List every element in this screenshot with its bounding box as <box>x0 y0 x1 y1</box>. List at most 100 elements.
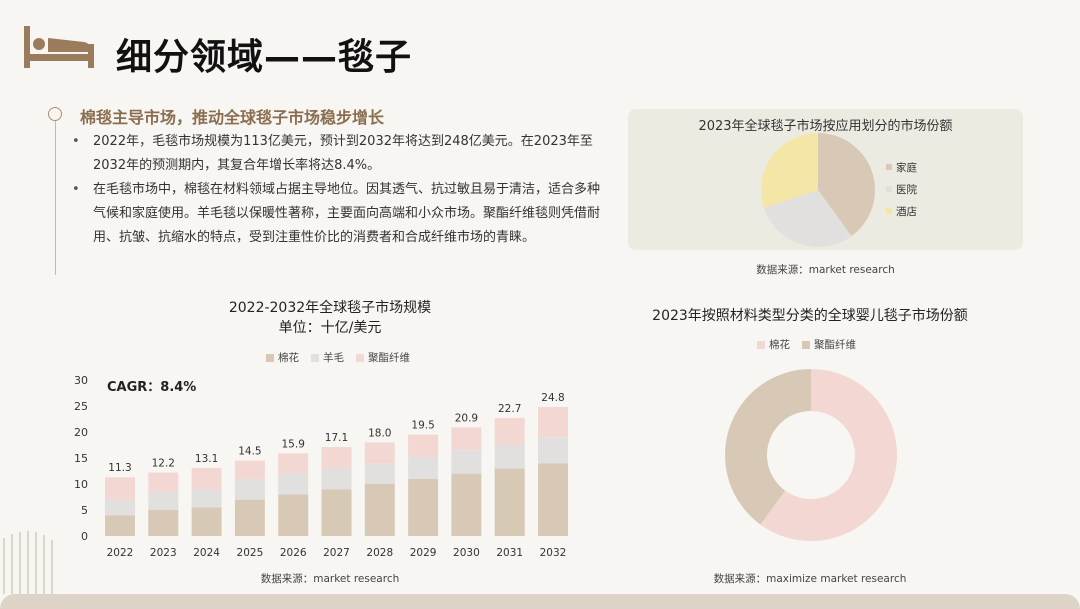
bar-segment <box>321 468 352 490</box>
bar-segment <box>105 515 135 536</box>
bar-segment <box>191 489 222 508</box>
donut-chart-legend: 棉花 聚酯纤维 <box>757 337 856 352</box>
bar-total-label: 14.5 <box>238 446 261 458</box>
bullet-item: 在毛毯市场中，棉毯在材料领域占据主导地位。因其透气、抗过敏且易于清洁，适合多种气… <box>72 178 602 250</box>
bar-segment <box>494 445 525 469</box>
pie-legend-label: 医院 <box>896 183 917 196</box>
bar-total-label: 12.2 <box>152 458 175 470</box>
y-tick-label: 5 <box>81 504 88 517</box>
bar-segment <box>191 467 222 490</box>
y-tick-label: 20 <box>74 426 88 439</box>
bar-total-label: 18.0 <box>368 427 391 439</box>
legend-item-cotton: 棉花 <box>266 350 299 365</box>
bar-segment <box>538 437 568 464</box>
application-pie-card: 2023年全球毯子市场按应用划分的市场份额 家庭医院酒店 <box>628 109 1023 250</box>
decorative-stripes <box>3 531 53 594</box>
bed-icon <box>24 26 94 68</box>
bar-segment <box>364 484 395 536</box>
bar-chart-title: 2022-2032年全球毯子市场规模 单位：十亿/美元 <box>180 298 480 338</box>
bar-segment <box>148 472 179 492</box>
x-tick-label: 2029 <box>410 547 437 559</box>
legend-item-polyester: 聚酯纤维 <box>356 350 410 365</box>
bar-segment <box>234 478 265 500</box>
y-tick-label: 10 <box>74 478 88 491</box>
bar-segment <box>105 499 135 516</box>
y-tick-label: 25 <box>74 400 88 413</box>
bar-segment <box>148 491 179 510</box>
donut-slice <box>725 369 811 525</box>
page-title: 细分领域——毯子 <box>116 37 413 78</box>
pie-legend-swatch <box>886 186 892 192</box>
x-tick-label: 2026 <box>280 547 307 559</box>
bar-segment <box>234 499 265 536</box>
x-tick-label: 2032 <box>540 547 567 559</box>
x-tick-label: 2028 <box>366 547 393 559</box>
bar-chart-subtitle: 单位：十亿/美元 <box>278 320 382 336</box>
bar-segment <box>408 478 439 536</box>
bar-segment <box>451 427 482 451</box>
market-size-bar-chart: 05101520253011.3202212.2202313.1202414.5… <box>74 374 568 559</box>
bar-total-label: 11.3 <box>108 462 131 474</box>
bottom-decorative-band <box>0 594 1080 609</box>
legend-item-wool: 羊毛 <box>311 350 344 365</box>
bar-segment <box>408 456 439 479</box>
x-tick-label: 2031 <box>496 547 523 559</box>
bar-chart-legend: 棉花 羊毛 聚酯纤维 <box>266 350 410 365</box>
x-tick-label: 2022 <box>107 547 134 559</box>
section-heading: 棉毯主导市场，推动全球毯子市场稳步增长 <box>80 108 385 127</box>
bullet-list: 2022年，毛毯市场规模为113亿美元，预计到2032年将达到248亿美元。在2… <box>72 130 602 250</box>
pie-legend-swatch <box>886 164 892 170</box>
bar-segment <box>538 463 568 536</box>
donut-chart-title: 2023年按照材料类型分类的全球婴儿毯子市场份额 <box>652 308 968 324</box>
bar-total-label: 15.9 <box>282 438 305 450</box>
bar-segment <box>451 450 482 474</box>
bar-segment <box>408 434 439 457</box>
pie-legend-label: 家庭 <box>896 161 917 174</box>
bar-segment <box>278 473 309 495</box>
pie-slice <box>818 133 875 237</box>
bar-segment <box>364 442 395 464</box>
bar-total-label: 17.1 <box>325 432 348 444</box>
bar-total-label: 13.1 <box>195 453 218 465</box>
pie-legend-label: 酒店 <box>896 205 917 218</box>
bar-segment <box>321 489 352 536</box>
x-tick-label: 2030 <box>453 547 480 559</box>
bar-chart-source: 数据来源：market research <box>260 573 400 585</box>
y-tick-label: 15 <box>74 452 88 465</box>
legend-item-polyester: 聚酯纤维 <box>802 337 856 352</box>
x-tick-label: 2023 <box>150 547 177 559</box>
bar-segment <box>105 477 135 500</box>
bar-segment <box>494 468 525 536</box>
bullet-item: 2022年，毛毯市场规模为113亿美元，预计到2032年将达到248亿美元。在2… <box>72 130 602 178</box>
bar-segment <box>191 507 222 536</box>
y-tick-label: 0 <box>81 530 88 543</box>
bar-segment <box>278 494 309 536</box>
pie-slice <box>763 190 852 247</box>
bar-chart-title-text: 2022-2032年全球毯子市场规模 <box>228 300 432 316</box>
bar-segment <box>148 510 179 536</box>
x-tick-label: 2025 <box>237 547 264 559</box>
bar-segment <box>278 453 309 474</box>
bar-total-label: 20.9 <box>455 412 478 424</box>
x-tick-label: 2024 <box>193 547 220 559</box>
pie-chart-source: 数据来源：market research <box>756 264 895 276</box>
bar-segment <box>494 417 525 445</box>
y-tick-label: 30 <box>74 374 88 387</box>
section-divider-line <box>55 120 56 275</box>
donut-chart-source: 数据来源：maximize market research <box>713 573 907 585</box>
bar-segment <box>234 460 265 479</box>
bar-segment <box>364 463 395 484</box>
bar-segment <box>538 407 568 438</box>
cagr-annotation: CAGR：8.4% <box>107 380 196 395</box>
bar-total-label: 24.8 <box>541 392 564 404</box>
bar-segment <box>451 473 482 536</box>
pie-slice <box>761 133 818 208</box>
section-marker-icon <box>48 107 62 121</box>
bar-total-label: 19.5 <box>411 420 434 432</box>
pie-legend-swatch <box>886 208 892 214</box>
bar-total-label: 22.7 <box>498 403 521 415</box>
baby-blanket-donut-chart <box>725 369 897 541</box>
pie-chart-title: 2023年全球毯子市场按应用划分的市场份额 <box>698 119 953 134</box>
x-tick-label: 2027 <box>323 547 350 559</box>
